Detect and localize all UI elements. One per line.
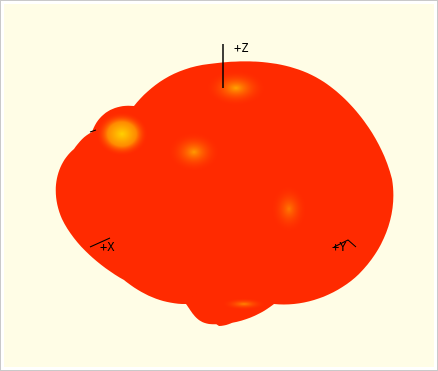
highlight-center bbox=[168, 132, 220, 172]
scene-canvas bbox=[4, 4, 434, 367]
highlight-left bbox=[96, 112, 148, 156]
highlight-top bbox=[206, 70, 266, 106]
axis-label-z: +Z bbox=[234, 41, 249, 55]
highlight-bottom bbox=[222, 298, 266, 310]
y-axis-tick bbox=[333, 239, 357, 248]
highlight-right bbox=[271, 185, 307, 233]
3d-viewport[interactable]: +Z +X +Y bbox=[4, 4, 434, 367]
x-axis-tick bbox=[89, 237, 111, 248]
axis-label-y: +Y bbox=[332, 240, 347, 254]
axis-label-x: +X bbox=[100, 240, 115, 254]
left-axis-marker bbox=[89, 129, 97, 133]
